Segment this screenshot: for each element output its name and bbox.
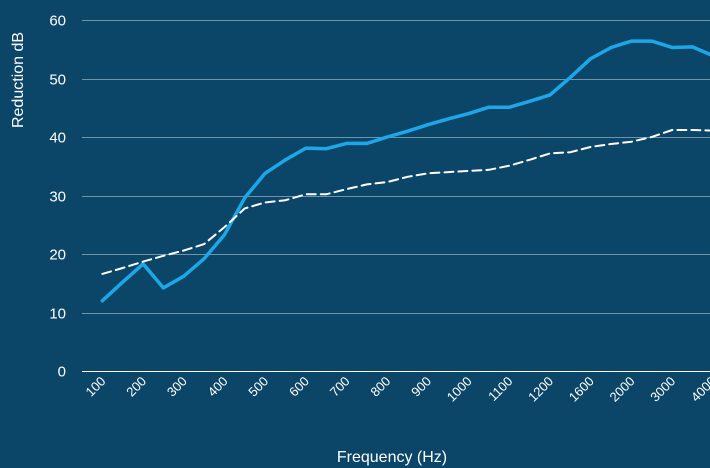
gridlines — [82, 20, 710, 314]
y-tick-label: 40 — [49, 130, 66, 147]
series-lines — [100, 39, 710, 303]
series-line-dashed — [101, 129, 710, 275]
y-tick-label: 0 — [58, 364, 66, 381]
x-tick-label: 1200 — [525, 374, 556, 405]
x-tick-label: 500 — [245, 374, 271, 400]
x-tick-label: 400 — [205, 374, 231, 400]
x-tick-label: 1000 — [444, 374, 475, 405]
x-tick-label: 300 — [164, 374, 190, 400]
x-tick-label: 600 — [286, 374, 312, 400]
x-tick-label: 1600 — [566, 374, 597, 405]
series-line-solid — [100, 39, 710, 303]
x-tick-label: 3000 — [647, 374, 678, 405]
y-tick-label: 10 — [49, 306, 66, 323]
y-tick-label: 60 — [49, 13, 66, 30]
y-axis-label: Reduction dB — [10, 32, 27, 128]
x-tick-label: 100 — [83, 374, 109, 400]
x-tick-label: 2000 — [607, 374, 638, 405]
y-tick-label: 50 — [49, 72, 66, 89]
x-tick-label: 900 — [408, 374, 434, 400]
x-tick-label: 4000 — [688, 374, 710, 405]
x-tick-label: 1100 — [485, 374, 515, 404]
x-axis-label: Frequency (Hz) — [337, 449, 447, 466]
x-tick-label: 200 — [123, 374, 149, 400]
x-tick-label: 800 — [367, 374, 393, 400]
x-tick-label: 700 — [327, 374, 353, 400]
y-tick-label: 30 — [49, 189, 66, 206]
y-tick-label: 20 — [49, 247, 66, 264]
x-tick-labels: 100 200 300 400 500 600 700 800 900 1000 1100 1200 1… — [83, 374, 710, 405]
y-tick-labels: 0 10 20 30 40 50 60 — [49, 13, 66, 381]
